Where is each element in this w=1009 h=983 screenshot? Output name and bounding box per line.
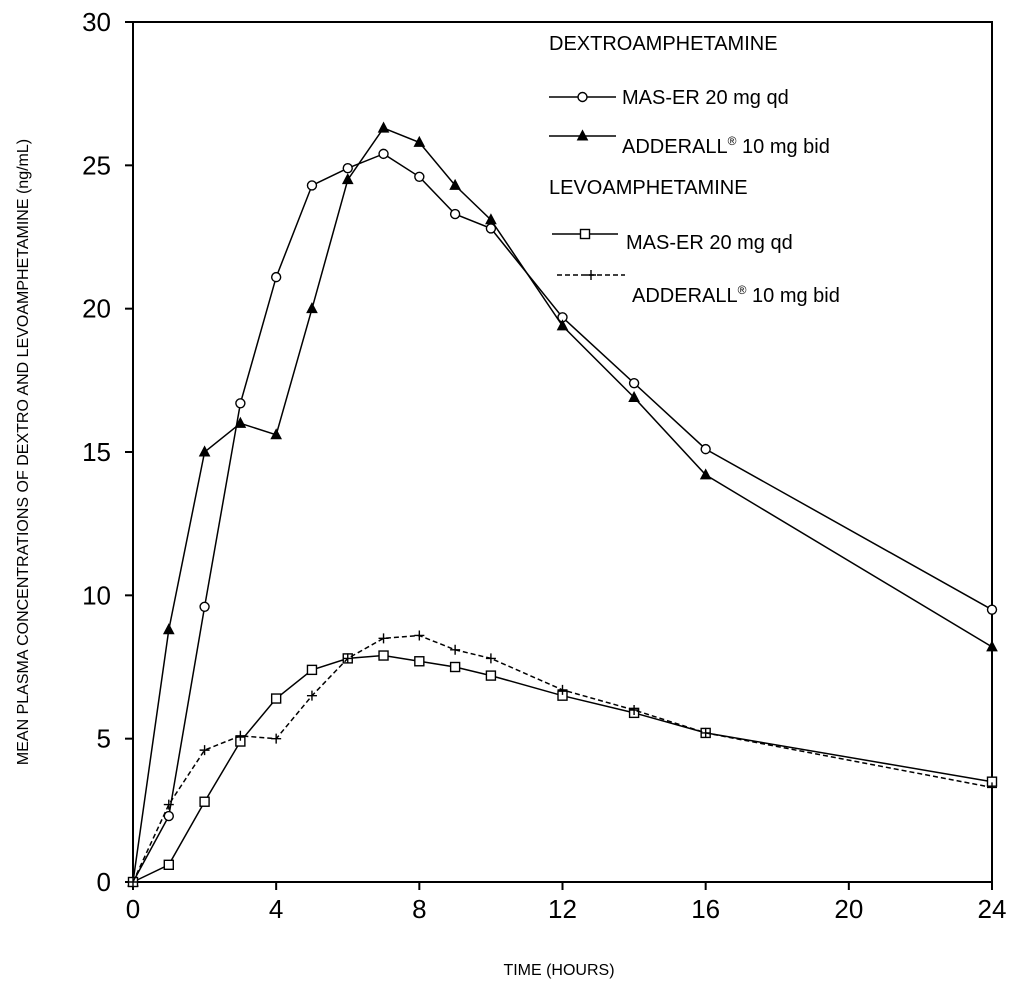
series-0: [127, 148, 998, 888]
data-point: [413, 135, 426, 147]
data-point: [378, 148, 389, 160]
data-point: [485, 670, 497, 681]
data-point: [449, 178, 461, 190]
data-point: [270, 693, 282, 704]
data-point: [628, 390, 640, 403]
data-point: [629, 705, 640, 715]
y-axis-title: MEAN PLASMA CONCENTRATIONS OF DEXTRO AND…: [15, 139, 32, 765]
x-tick-label: 16: [691, 894, 720, 924]
data-point: [628, 378, 640, 389]
legend-marker: [577, 91, 588, 103]
data-point: [556, 319, 569, 331]
x-tick-label: 4: [269, 894, 283, 924]
data-point: [235, 730, 246, 741]
y-tick-label: 0: [97, 867, 111, 897]
x-tick-label: 8: [412, 894, 426, 924]
data-point: [449, 208, 461, 220]
data-point: [987, 782, 997, 793]
x-tick-label: 24: [978, 894, 1007, 924]
legend-marker: [586, 270, 596, 280]
data-point: [306, 690, 317, 701]
data-point: [162, 623, 175, 635]
data-point: [306, 180, 318, 191]
y-tick-label: 15: [82, 437, 111, 467]
x-axis-title: TIME (HOURS): [503, 962, 614, 979]
legend-heading: LEVOAMPHETAMINE: [549, 177, 748, 199]
legend-label: ADDERALL® 10 mg bid: [632, 283, 840, 307]
legend: DEXTROAMPHETAMINE LEVOAMPHETAMINE MAS-ER 2…: [549, 33, 840, 307]
data-point: [485, 213, 497, 225]
data-point: [306, 302, 318, 314]
series-3: [128, 630, 997, 887]
data-point: [199, 745, 210, 756]
data-point: [199, 796, 210, 807]
legend-label: ADDERALL® 10 mg bid: [622, 134, 830, 158]
data-point: [199, 601, 210, 612]
x-tick-label: 20: [834, 894, 863, 924]
data-point: [450, 644, 461, 655]
data-point: [342, 162, 353, 174]
data-point: [235, 398, 246, 409]
data-point: [700, 727, 711, 738]
data-point: [271, 733, 282, 744]
data-point: [700, 443, 711, 455]
data-point: [378, 633, 389, 644]
data-point: [341, 173, 354, 185]
data-point: [414, 171, 425, 183]
data-point: [342, 653, 353, 664]
legend-marker: [579, 228, 591, 240]
data-point: [986, 604, 998, 615]
y-tick-label: 25: [82, 150, 111, 180]
series-2: [127, 650, 998, 888]
x-tick-label: 0: [126, 894, 140, 924]
legend-label: MAS-ER 20 mg qd: [622, 87, 789, 109]
series-1: [127, 121, 998, 887]
series-line: [132, 634, 993, 883]
x-tick-label: 12: [548, 894, 577, 924]
data-point: [378, 650, 389, 661]
legend-heading: DEXTROAMPHETAMINE: [549, 33, 778, 55]
legend-marker: [576, 129, 589, 141]
data-point: [306, 664, 318, 676]
data-point: [699, 468, 712, 480]
data-point: [986, 640, 998, 652]
data-point: [485, 653, 496, 664]
data-point: [377, 121, 390, 133]
series-layer: [127, 121, 998, 888]
data-point: [198, 445, 211, 457]
data-point: [557, 684, 568, 695]
axis-ticks: 0 4 8 12 16 20 24 0 5 10 15 20 25 30: [82, 7, 1006, 924]
y-tick-label: 10: [82, 580, 111, 610]
data-point: [270, 428, 282, 440]
data-point: [270, 271, 282, 283]
legend-label: MAS-ER 20 mg qd: [626, 232, 793, 254]
y-tick-label: 20: [82, 294, 111, 324]
y-tick-label: 5: [97, 724, 111, 754]
data-point: [163, 859, 174, 870]
data-point: [414, 630, 425, 641]
y-tick-label: 30: [82, 7, 111, 37]
data-point: [234, 416, 247, 428]
data-point: [414, 656, 425, 667]
data-point: [449, 661, 461, 673]
data-point: [128, 877, 138, 887]
data-point: [163, 799, 174, 810]
